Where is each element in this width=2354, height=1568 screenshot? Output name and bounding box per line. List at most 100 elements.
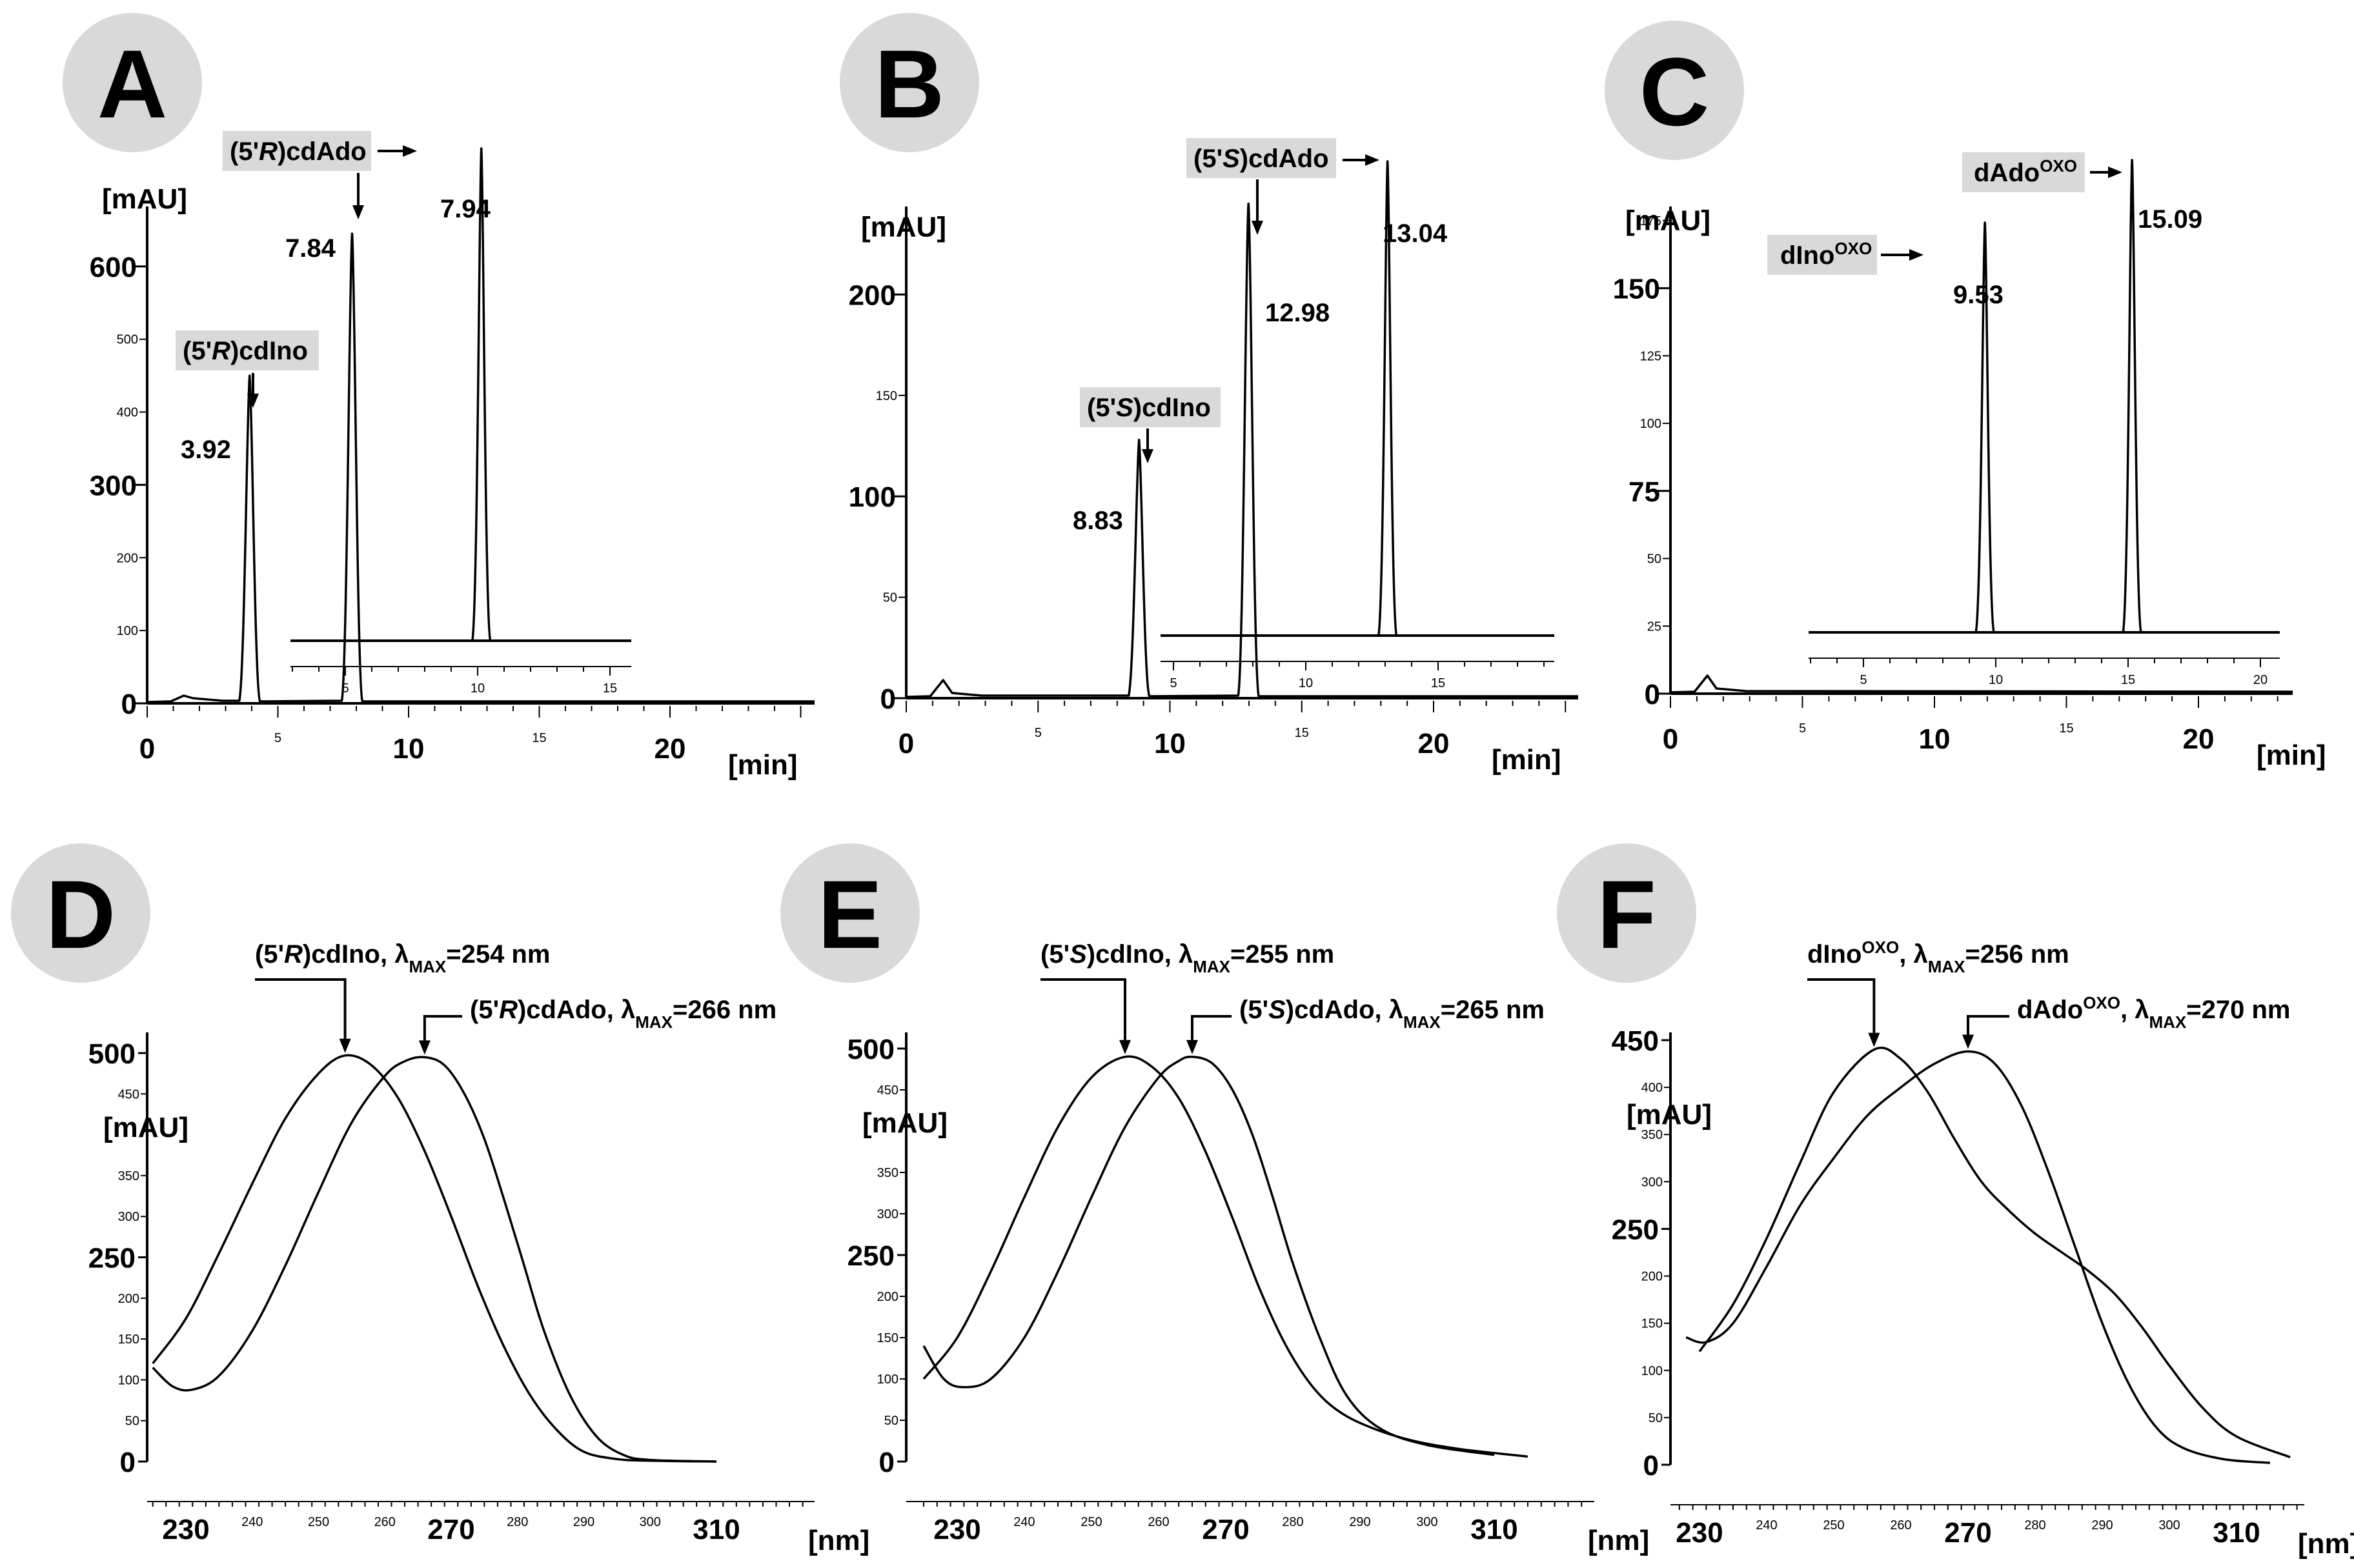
- peak-label-part: (5': [1087, 394, 1116, 422]
- x-axis-unit: [min]: [728, 749, 798, 781]
- inset-peak: [471, 147, 492, 641]
- peak-label-box: [223, 131, 371, 171]
- x-minor-tick-label: 5: [274, 731, 281, 745]
- x-minor-tick-label: 280: [507, 1515, 528, 1529]
- peak-label: (5'R)cdIno: [183, 337, 308, 365]
- y-tick-label: 600: [90, 252, 137, 283]
- inset-x-tick-label: 15: [1431, 676, 1445, 690]
- spectrum-series-label-part: =254 nm: [446, 940, 550, 969]
- y-minor-tick-label: 200: [118, 1292, 139, 1306]
- inset-x-tick-label: 5: [1170, 676, 1177, 690]
- peak-label: dAdoOXO: [1974, 156, 2077, 187]
- x-minor-tick-label: 290: [573, 1515, 594, 1529]
- spectrum-series-label-part: =265 nm: [1441, 996, 1545, 1024]
- spectrum-series-label-part: S: [1070, 940, 1087, 969]
- spectrum-series-label: (5'R)cdAdo, λMAX=266 nm: [470, 996, 776, 1032]
- x-minor-tick-label: 260: [1148, 1515, 1169, 1529]
- lambda-max-arrowhead: [418, 1040, 431, 1055]
- peak-label-box: [176, 330, 319, 370]
- x-tick-label: 230: [933, 1514, 980, 1545]
- spectrum-series-label-part: MAX: [2149, 1012, 2186, 1032]
- panel-badge-E: E: [780, 843, 920, 983]
- y-axis-unit: [mAU]: [1627, 1099, 1712, 1131]
- peak-label-part: R: [212, 337, 230, 365]
- lambda-max-arrowhead: [1962, 1034, 1974, 1049]
- peak-label-part: OXO: [1834, 239, 1872, 258]
- lambda-max-arrow: [1191, 1015, 1232, 1040]
- y-tick-label: 450: [1612, 1025, 1659, 1057]
- spectrum-series-label-part: R: [284, 940, 303, 969]
- y-minor-tick-label: 175: [1640, 214, 1661, 228]
- y-tick-label: 0: [1643, 1450, 1659, 1482]
- y-minor-tick-label: 350: [118, 1169, 139, 1183]
- peak-label-part: (5': [183, 337, 212, 365]
- spectrum-series-1: [152, 1054, 717, 1463]
- spectrum-series-label-part: MAX: [1193, 957, 1230, 976]
- y-minor-tick-label: 50: [1647, 552, 1661, 567]
- x-minor-tick-label: 300: [2158, 1518, 2180, 1533]
- y-minor-tick-label: 100: [1641, 1364, 1663, 1378]
- y-minor-tick-label: 100: [877, 1372, 898, 1387]
- x-tick-label: 10: [1919, 723, 1951, 755]
- spectrum-series-label: (5'R)cdIno, λMAX=254 nm: [255, 940, 550, 976]
- spectrum-series-label-part: OXO: [1862, 938, 1899, 957]
- peak-label-box: [1962, 152, 2085, 192]
- x-minor-tick-label: 240: [241, 1515, 263, 1529]
- x-tick-label: 0: [139, 733, 155, 765]
- y-minor-tick-label: 50: [125, 1414, 139, 1429]
- lambda-max-arrowhead: [1186, 1040, 1198, 1054]
- x-tick-label: 0: [1663, 723, 1678, 755]
- peak-arrowhead: [403, 145, 417, 157]
- y-minor-tick-label: 350: [1641, 1128, 1663, 1142]
- x-tick-label: 10: [393, 733, 425, 765]
- spectrum-series-label: dInoOXO, λMAX=256 nm: [1807, 938, 2069, 976]
- peak-label-box: [1186, 138, 1336, 178]
- spectrum-series-label-part: R: [499, 996, 518, 1024]
- y-axis-unit: [mAU]: [102, 183, 187, 215]
- y-tick-label: 0: [1645, 679, 1660, 710]
- x-tick-label: 310: [2213, 1517, 2260, 1549]
- spectrum-series-label-part: ,: [1899, 940, 1913, 969]
- y-minor-tick-label: 150: [118, 1332, 139, 1347]
- spectrum-series-1: [1698, 1047, 2291, 1458]
- x-minor-tick-label: 5: [1799, 721, 1806, 736]
- retention-time-label: 7.94: [440, 195, 491, 223]
- x-minor-tick-label: 280: [1282, 1515, 1303, 1529]
- peak-arrowhead: [1142, 449, 1153, 463]
- x-axis-unit: [min]: [2257, 739, 2326, 771]
- peak-arrowhead: [1252, 221, 1263, 235]
- x-tick-label: 20: [654, 733, 686, 765]
- spectrum-panel-F: 230 270 310 240 250 260 280 290 300 [nm] 0 250 450 50…: [1612, 938, 2354, 1560]
- retention-time-label: 15.09: [2138, 205, 2202, 234]
- x-tick-label: 310: [1470, 1514, 1517, 1545]
- panel-badge-circle: [780, 843, 920, 983]
- inset-x-tick-label: 15: [2121, 673, 2135, 687]
- peak-label-part: )cdAdo: [278, 137, 367, 166]
- panel-badge-letter: C: [1639, 37, 1709, 146]
- inset-x-tick-label: 5: [1860, 673, 1867, 687]
- inset-x-tick-label: 10: [1989, 673, 2003, 687]
- y-axis-unit: [mAU]: [861, 211, 946, 243]
- y-minor-tick-label: 300: [877, 1207, 898, 1221]
- panel-badge-letter: B: [875, 30, 944, 138]
- y-tick-label: 250: [1612, 1214, 1659, 1245]
- spectrum-series-2: [922, 1055, 1495, 1456]
- x-minor-tick-label: 15: [1295, 726, 1309, 740]
- spectrum-series-label-part: (5': [470, 996, 499, 1024]
- retention-time-label: 13.04: [1383, 219, 1448, 248]
- x-minor-tick-label: 240: [1756, 1518, 1777, 1533]
- y-tick-label: 100: [849, 481, 896, 513]
- inset-x-tick-label: 20: [2253, 673, 2268, 687]
- panel-badge-B: B: [840, 13, 979, 152]
- y-minor-tick-label: 200: [877, 1290, 898, 1304]
- y-tick-label: 500: [88, 1038, 136, 1070]
- y-tick-label: 75: [1629, 476, 1660, 508]
- y-tick-label: 0: [880, 683, 896, 715]
- inset-x-tick-label: 15: [603, 681, 617, 696]
- x-minor-tick-label: 260: [374, 1515, 396, 1529]
- x-minor-tick-label: 280: [2024, 1518, 2045, 1533]
- y-tick-label: 200: [849, 279, 896, 311]
- peak-label-part: )cdIno: [230, 337, 308, 365]
- x-tick-label: 270: [1202, 1514, 1249, 1545]
